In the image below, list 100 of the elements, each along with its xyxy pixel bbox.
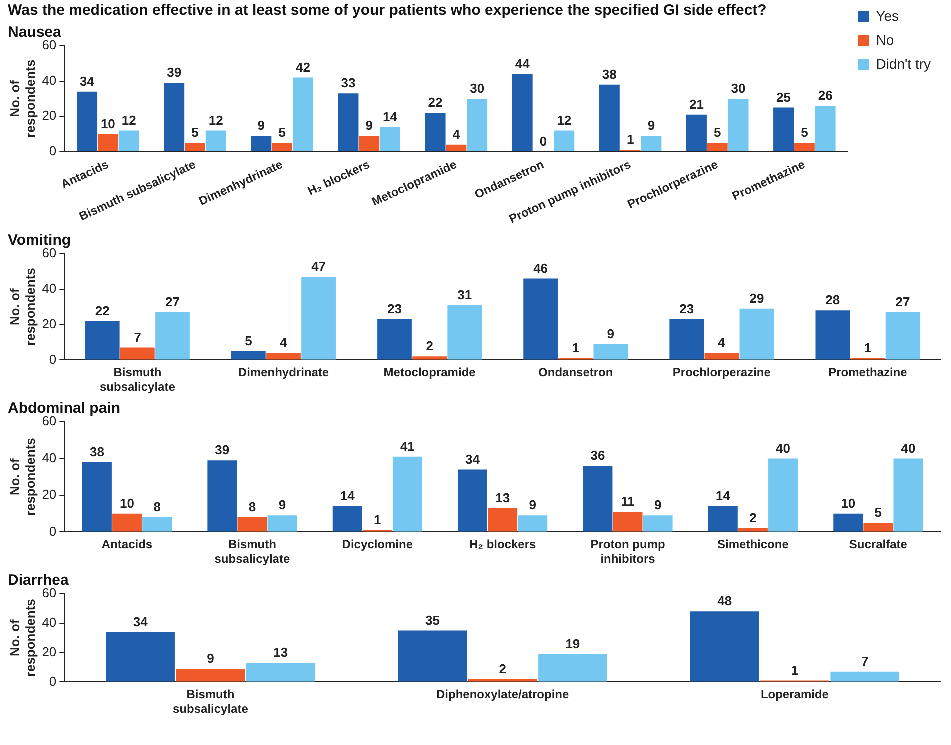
data-label: 23 (388, 302, 402, 317)
data-label: 1 (791, 662, 799, 678)
legend-label: Didn't try (876, 56, 931, 72)
data-label: 9 (648, 118, 656, 134)
bar (707, 143, 728, 152)
data-label: 9 (258, 118, 266, 134)
bar (830, 672, 900, 682)
bar (524, 278, 558, 360)
data-label: 41 (400, 438, 415, 454)
bar (380, 127, 401, 152)
data-label: 22 (95, 303, 110, 318)
x-tick-label: Simethicone (718, 538, 790, 552)
data-label: 1 (626, 132, 634, 148)
x-tick-label: Proton pump inhibitors (590, 538, 666, 566)
x-tick-label: Prochlorperazine (672, 366, 772, 380)
data-label: 39 (215, 442, 230, 458)
y-tick-label: 20 (42, 644, 57, 660)
bar (690, 612, 760, 682)
data-label: 5 (245, 333, 252, 348)
bar (816, 310, 850, 360)
bar (599, 84, 620, 152)
bar (232, 351, 266, 360)
bar (85, 321, 120, 360)
data-label: 31 (458, 287, 472, 302)
data-label: 19 (566, 636, 580, 652)
chart-title: Was the medication effective in at least some of your patients who experience the specified GI side effect? (8, 2, 767, 20)
data-label: 4 (280, 335, 288, 350)
bar (815, 106, 836, 152)
bar (156, 312, 190, 360)
data-label: 7 (861, 654, 869, 669)
data-label: 11 (621, 494, 635, 510)
y-tick-label: 0 (49, 143, 57, 158)
data-label: 5 (801, 125, 808, 140)
bar (774, 108, 794, 152)
x-tick-label: Bismuth subsalicylate (214, 538, 290, 566)
bar (251, 136, 272, 152)
data-label: 47 (312, 259, 326, 274)
data-label: 14 (716, 488, 732, 504)
y-tick-label: 40 (42, 280, 57, 296)
data-label: 1 (374, 512, 382, 528)
x-tick-label: H₂ blockers (469, 538, 536, 552)
data-label: 34 (466, 452, 481, 467)
bar (886, 312, 920, 360)
data-label: 5 (714, 125, 722, 140)
y-tick-label: 0 (49, 674, 57, 689)
data-label: 13 (274, 645, 288, 660)
data-label: 38 (602, 66, 617, 82)
x-tick-label: Promethazine (828, 366, 908, 380)
x-tick-label: Sucralfate (849, 538, 908, 552)
x-tick-label: Antacids (102, 538, 153, 552)
data-label: 36 (590, 448, 606, 464)
bar (164, 83, 185, 152)
bar (894, 458, 924, 532)
data-label: 34 (133, 614, 149, 630)
bar (583, 466, 613, 532)
data-label: 40 (901, 440, 916, 456)
bar (398, 630, 468, 682)
data-label: 25 (776, 90, 792, 105)
data-label: 9 (607, 326, 615, 342)
bar (292, 78, 314, 152)
bar (82, 462, 112, 532)
data-label: 1 (864, 340, 872, 356)
data-label: 23 (680, 302, 694, 317)
bar (332, 506, 362, 532)
x-tick-label: Bismuth subsalicylate (173, 688, 249, 716)
data-label: 8 (248, 500, 256, 515)
y-tick-label: 0 (49, 352, 57, 367)
data-label: 9 (366, 118, 373, 134)
bar (686, 114, 707, 152)
data-label: 5 (874, 505, 882, 520)
bar (302, 277, 336, 360)
bar (208, 460, 238, 532)
data-label: 21 (689, 96, 704, 112)
bar (794, 143, 815, 152)
y-tick-label: 0 (49, 524, 57, 539)
bar (98, 134, 118, 152)
data-label: 46 (534, 260, 548, 276)
data-label: 2 (750, 510, 757, 526)
y-axis-title: No. of respondents (7, 60, 38, 138)
legend-label: Yes (876, 8, 900, 24)
y-axis-title: No. of respondents (7, 438, 38, 516)
bar (118, 130, 140, 152)
bar (359, 136, 380, 152)
y-tick-label: 40 (42, 614, 57, 630)
bar (641, 136, 662, 152)
bar (338, 94, 359, 152)
data-label: 9 (207, 651, 214, 666)
bar (425, 113, 446, 152)
y-tick-label: 20 (42, 108, 57, 124)
data-label: 39 (167, 65, 182, 80)
legend-label: No (876, 32, 894, 48)
data-label: 26 (818, 88, 833, 104)
bar (448, 305, 482, 360)
bar (704, 353, 740, 360)
data-label: 12 (122, 112, 136, 128)
data-label: 1 (572, 340, 580, 356)
bar (728, 98, 749, 152)
data-label: 38 (90, 444, 104, 460)
bar (266, 353, 301, 360)
data-label: 12 (557, 112, 572, 128)
